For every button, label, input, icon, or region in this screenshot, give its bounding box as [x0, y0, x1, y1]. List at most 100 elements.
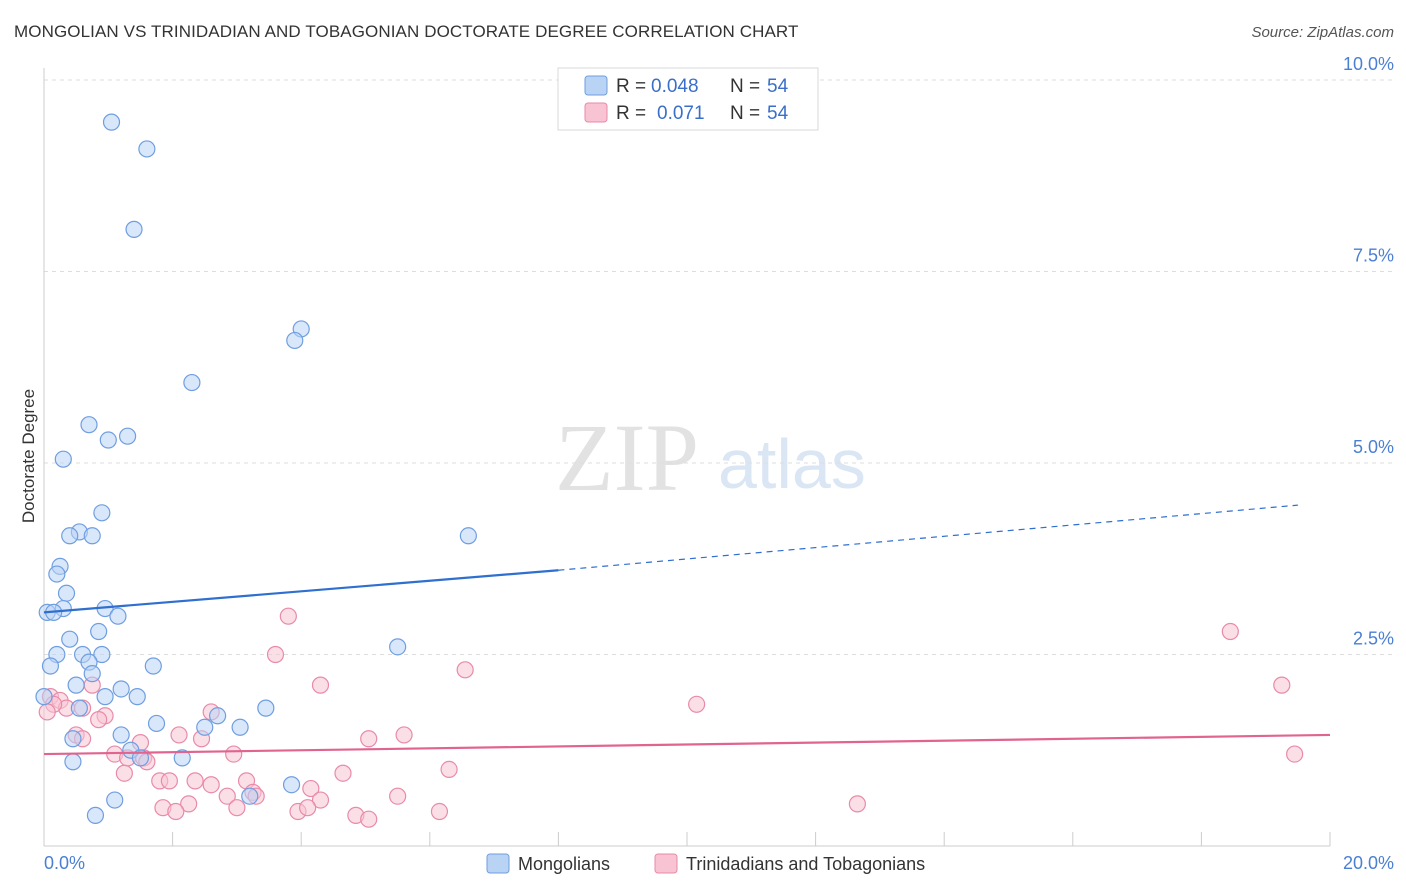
watermark-zip: ZIP: [555, 404, 699, 511]
mongolian-point-42: [231, 718, 249, 736]
trinidadian-point-34: [202, 776, 220, 794]
mongolian-point-38: [70, 699, 88, 717]
mongolian-point-12: [83, 527, 101, 545]
mongolian-point-40: [147, 714, 166, 733]
mongolian-point-43: [112, 726, 130, 744]
mongolian-point-16: [48, 565, 66, 583]
mongolian-point-47: [173, 749, 191, 767]
mongolian-point-46: [131, 749, 150, 767]
y-tick-labels: 2.5% 5.0% 7.5% 10.0%: [1343, 54, 1394, 649]
trinidadian-point-48: [430, 802, 449, 821]
mongolian-point-28: [93, 645, 111, 664]
mongolian-point-37: [257, 699, 275, 717]
x-tick-label-min: 0.0%: [44, 853, 85, 873]
mongolian-point-39: [209, 707, 227, 725]
trinidadian-trendline: [43, 733, 1331, 756]
mongolian-point-32: [83, 665, 101, 683]
trinidadian-point-0: [279, 607, 297, 625]
mongolian-point-0: [102, 113, 121, 131]
legend-n-value-trinidadians: 54: [767, 103, 789, 124]
mongolian-point-49: [282, 776, 301, 794]
series-legend: Mongolians Trinidadians and Tobagonians: [486, 853, 925, 874]
source-label: Source: ZipAtlas.com: [1251, 24, 1394, 41]
trinidadian-point-3: [456, 661, 474, 679]
trinidadian-point-5: [1273, 676, 1291, 694]
mongolian-point-34: [112, 680, 130, 698]
mongolian-point-8: [99, 431, 117, 449]
mongolian-point-24: [90, 622, 108, 641]
trinidadian-point-29: [115, 764, 133, 782]
mongolian-point-48: [64, 753, 82, 771]
mongolian-point-23: [61, 630, 79, 648]
mongolian-point-44: [64, 730, 82, 748]
mongolian-point-41: [196, 718, 214, 736]
trendlines: [43, 504, 1331, 756]
trinidadian-point-32: [160, 772, 178, 790]
trinidadian-point-53: [38, 703, 56, 721]
trinidadian-point-41: [311, 791, 330, 809]
legend-n-label-mongolians: N =: [730, 76, 760, 97]
mongolian-point-5: [183, 373, 201, 392]
trinidadian-point-21: [395, 726, 413, 744]
trinidadian-point-2: [266, 645, 285, 664]
x-ticks: [172, 832, 1331, 846]
mongolian-point-6: [80, 416, 98, 434]
y-tick-label-1: 5.0%: [1353, 437, 1394, 457]
mongolian-point-4: [286, 331, 304, 350]
trinidadian-point-51: [848, 795, 866, 813]
mongolian-point-17: [57, 584, 76, 602]
legend-swatch-mongolians: [584, 75, 608, 96]
stats-legend: R = 0.048 N = 54 R = 0.071 N = 54: [557, 67, 819, 131]
legend-n-label-trinidadians: N =: [730, 103, 760, 124]
mongolian-trendline: [43, 569, 559, 614]
trinidadian-point-40: [389, 787, 407, 805]
mongolian-point-53: [35, 688, 53, 706]
mongolian-point-50: [106, 791, 124, 809]
mongolian-point-13: [61, 527, 79, 545]
trinidadian-point-28: [440, 760, 458, 779]
mongolian-point-22: [109, 607, 127, 625]
mongolian-point-2: [125, 220, 143, 238]
mongolian-point-51: [241, 787, 259, 805]
trinidadian-point-39: [302, 779, 320, 798]
y-tick-label-0: 2.5%: [1353, 629, 1394, 649]
mongolian-point-36: [128, 688, 146, 706]
y-axis-title: Doctorate Degree: [19, 389, 38, 523]
trinidadian-point-47: [167, 802, 185, 821]
mongolian-point-1: [138, 140, 156, 158]
trinidadian-point-50: [360, 810, 378, 828]
mongolian-point-10: [93, 504, 111, 522]
trinidadian-point-14: [90, 711, 108, 729]
legend-r-value-trinidadians: 0.071: [657, 103, 705, 124]
gridlines: [44, 79, 1394, 655]
trinidadian-point-33: [186, 772, 204, 790]
x-tick-label-max: 20.0%: [1343, 853, 1394, 873]
trinidadian-point-23: [225, 745, 243, 763]
trinidadian-point-20: [360, 730, 378, 748]
bottom-legend-label-trinidadians: Trinidadians and Tobagonians: [686, 854, 925, 874]
legend-r-value-mongolians: 0.048: [651, 76, 699, 97]
bottom-legend-label-mongolians: Mongolians: [518, 854, 610, 874]
legend-swatch-trinidadians: [584, 102, 608, 123]
mongolian-point-35: [96, 688, 114, 706]
legend-r-label-trinidadians: R =: [616, 103, 646, 124]
mongolian-point-30: [41, 657, 60, 675]
trinidadian-point-46: [299, 799, 317, 817]
trinidadian-point-30: [334, 764, 352, 782]
mongolian-point-52: [86, 806, 105, 824]
chart-title: MONGOLIAN VS TRINIDADIAN AND TOBAGONIAN …: [14, 22, 799, 41]
mongolian-point-25: [389, 638, 407, 656]
trinidadian-point-17: [170, 726, 188, 744]
mongolian-point-31: [144, 657, 162, 675]
mongolian-point-7: [118, 427, 137, 445]
watermark-atlas: atlas: [718, 425, 866, 503]
y-tick-label-2: 7.5%: [1353, 246, 1394, 266]
trinidadian-points: [38, 607, 1304, 828]
legend-n-value-mongolians: 54: [767, 76, 789, 97]
trinidadian-point-43: [180, 795, 198, 813]
mongolian-point-9: [54, 450, 72, 468]
mongolian-point-33: [67, 676, 85, 694]
legend-r-label-mongolians: R =: [616, 76, 646, 97]
mongolian-point-14: [459, 527, 477, 545]
